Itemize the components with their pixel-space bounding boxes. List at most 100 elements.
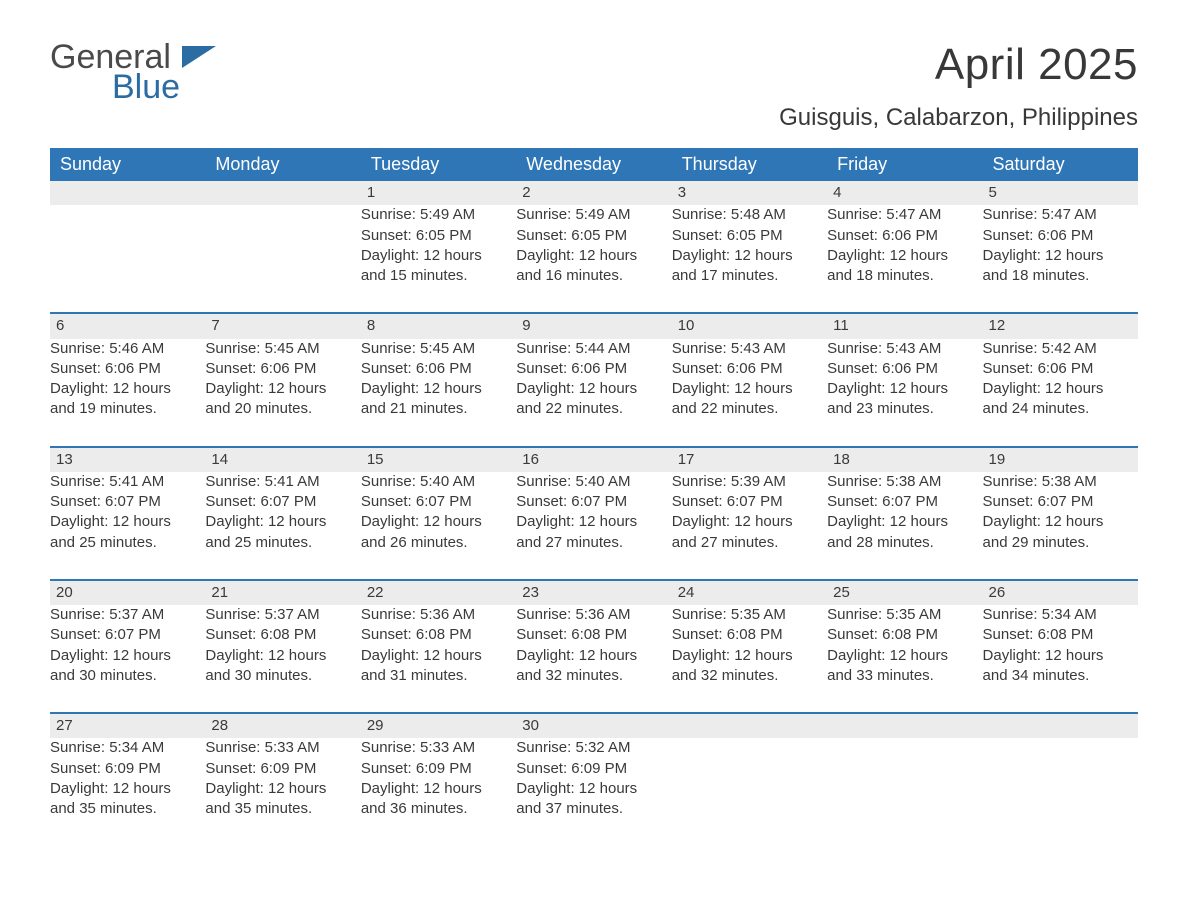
sunset-line: Sunset: 6:06 PM xyxy=(50,359,205,379)
daylight-line-1: Daylight: 12 hours xyxy=(205,512,360,532)
sunrise-line: Sunrise: 5:49 AM xyxy=(361,205,516,225)
sunset-line: Sunset: 6:05 PM xyxy=(516,226,671,246)
sunrise-line: Sunrise: 5:38 AM xyxy=(983,472,1138,492)
sunrise-line: Sunrise: 5:45 AM xyxy=(205,339,360,359)
day-number-cell xyxy=(205,181,360,205)
daylight-line-1: Daylight: 12 hours xyxy=(983,379,1138,399)
week-detail-row: Sunrise: 5:37 AMSunset: 6:07 PMDaylight:… xyxy=(50,605,1138,713)
week-detail-row: Sunrise: 5:49 AMSunset: 6:05 PMDaylight:… xyxy=(50,205,1138,313)
sunrise-line: Sunrise: 5:41 AM xyxy=(205,472,360,492)
sunrise-line: Sunrise: 5:37 AM xyxy=(205,605,360,625)
day-detail-cell: Sunrise: 5:32 AMSunset: 6:09 PMDaylight:… xyxy=(516,738,671,845)
week-daynum-row: 6789101112 xyxy=(50,313,1138,338)
day-header: Thursday xyxy=(672,148,827,181)
daylight-line-2: and 35 minutes. xyxy=(50,799,205,819)
week-daynum-row: 13141516171819 xyxy=(50,447,1138,472)
day-detail-cell: Sunrise: 5:47 AMSunset: 6:06 PMDaylight:… xyxy=(827,205,982,313)
day-number-cell: 17 xyxy=(672,447,827,472)
day-detail-cell: Sunrise: 5:45 AMSunset: 6:06 PMDaylight:… xyxy=(205,339,360,447)
day-number-cell: 18 xyxy=(827,447,982,472)
sunset-line: Sunset: 6:08 PM xyxy=(205,625,360,645)
daylight-line-2: and 20 minutes. xyxy=(205,399,360,419)
day-detail-cell: Sunrise: 5:44 AMSunset: 6:06 PMDaylight:… xyxy=(516,339,671,447)
daylight-line-2: and 18 minutes. xyxy=(983,266,1138,286)
day-detail-cell: Sunrise: 5:38 AMSunset: 6:07 PMDaylight:… xyxy=(827,472,982,580)
sunset-line: Sunset: 6:07 PM xyxy=(361,492,516,512)
day-detail-cell: Sunrise: 5:38 AMSunset: 6:07 PMDaylight:… xyxy=(983,472,1138,580)
daylight-line-2: and 29 minutes. xyxy=(983,533,1138,553)
day-number-cell: 13 xyxy=(50,447,205,472)
sunrise-line: Sunrise: 5:33 AM xyxy=(205,738,360,758)
sunset-line: Sunset: 6:09 PM xyxy=(516,759,671,779)
sunrise-line: Sunrise: 5:33 AM xyxy=(361,738,516,758)
day-number-cell: 24 xyxy=(672,580,827,605)
day-number-cell: 27 xyxy=(50,713,205,738)
calendar-table: SundayMondayTuesdayWednesdayThursdayFrid… xyxy=(50,148,1138,845)
daylight-line-2: and 30 minutes. xyxy=(50,666,205,686)
sunrise-line: Sunrise: 5:47 AM xyxy=(827,205,982,225)
daylight-line-2: and 27 minutes. xyxy=(672,533,827,553)
daylight-line-1: Daylight: 12 hours xyxy=(827,379,982,399)
day-detail-cell xyxy=(205,205,360,313)
daylight-line-1: Daylight: 12 hours xyxy=(50,646,205,666)
sunset-line: Sunset: 6:08 PM xyxy=(983,625,1138,645)
sunrise-line: Sunrise: 5:39 AM xyxy=(672,472,827,492)
sunrise-line: Sunrise: 5:48 AM xyxy=(672,205,827,225)
daylight-line-1: Daylight: 12 hours xyxy=(672,646,827,666)
day-detail-cell: Sunrise: 5:45 AMSunset: 6:06 PMDaylight:… xyxy=(361,339,516,447)
daylight-line-1: Daylight: 12 hours xyxy=(50,379,205,399)
week-detail-row: Sunrise: 5:46 AMSunset: 6:06 PMDaylight:… xyxy=(50,339,1138,447)
sunset-line: Sunset: 6:07 PM xyxy=(50,492,205,512)
location: Guisguis, Calabarzon, Philippines xyxy=(779,104,1138,132)
sunrise-line: Sunrise: 5:45 AM xyxy=(361,339,516,359)
day-detail-cell: Sunrise: 5:40 AMSunset: 6:07 PMDaylight:… xyxy=(361,472,516,580)
day-number-cell: 25 xyxy=(827,580,982,605)
sunset-line: Sunset: 6:08 PM xyxy=(672,625,827,645)
sunrise-line: Sunrise: 5:34 AM xyxy=(983,605,1138,625)
daylight-line-1: Daylight: 12 hours xyxy=(516,779,671,799)
header: General Blue April 2025 Guisguis, Calaba… xyxy=(50,40,1138,132)
day-detail-cell: Sunrise: 5:36 AMSunset: 6:08 PMDaylight:… xyxy=(361,605,516,713)
sunset-line: Sunset: 6:06 PM xyxy=(361,359,516,379)
daylight-line-1: Daylight: 12 hours xyxy=(516,246,671,266)
day-number-cell: 20 xyxy=(50,580,205,605)
daylight-line-1: Daylight: 12 hours xyxy=(516,379,671,399)
day-number-cell: 10 xyxy=(672,313,827,338)
sunrise-line: Sunrise: 5:36 AM xyxy=(516,605,671,625)
daylight-line-2: and 37 minutes. xyxy=(516,799,671,819)
sunset-line: Sunset: 6:06 PM xyxy=(827,359,982,379)
day-number-cell: 19 xyxy=(983,447,1138,472)
daylight-line-2: and 18 minutes. xyxy=(827,266,982,286)
daylight-line-2: and 33 minutes. xyxy=(827,666,982,686)
daylight-line-2: and 16 minutes. xyxy=(516,266,671,286)
sunset-line: Sunset: 6:07 PM xyxy=(205,492,360,512)
title-block: April 2025 Guisguis, Calabarzon, Philipp… xyxy=(779,40,1138,132)
day-header: Monday xyxy=(205,148,360,181)
daylight-line-1: Daylight: 12 hours xyxy=(361,779,516,799)
day-detail-cell: Sunrise: 5:35 AMSunset: 6:08 PMDaylight:… xyxy=(827,605,982,713)
day-detail-cell xyxy=(50,205,205,313)
day-number-cell xyxy=(50,181,205,205)
sunrise-line: Sunrise: 5:42 AM xyxy=(983,339,1138,359)
sunrise-line: Sunrise: 5:43 AM xyxy=(827,339,982,359)
day-detail-cell: Sunrise: 5:33 AMSunset: 6:09 PMDaylight:… xyxy=(361,738,516,845)
day-detail-cell xyxy=(672,738,827,845)
sunrise-line: Sunrise: 5:35 AM xyxy=(672,605,827,625)
day-detail-cell: Sunrise: 5:41 AMSunset: 6:07 PMDaylight:… xyxy=(205,472,360,580)
sunset-line: Sunset: 6:05 PM xyxy=(361,226,516,246)
sunset-line: Sunset: 6:06 PM xyxy=(205,359,360,379)
daylight-line-1: Daylight: 12 hours xyxy=(516,512,671,532)
sunset-line: Sunset: 6:06 PM xyxy=(827,226,982,246)
sunset-line: Sunset: 6:06 PM xyxy=(672,359,827,379)
day-detail-cell: Sunrise: 5:36 AMSunset: 6:08 PMDaylight:… xyxy=(516,605,671,713)
sunrise-line: Sunrise: 5:44 AM xyxy=(516,339,671,359)
week-daynum-row: 12345 xyxy=(50,181,1138,205)
day-number-cell: 28 xyxy=(205,713,360,738)
sunset-line: Sunset: 6:07 PM xyxy=(516,492,671,512)
day-number-cell: 12 xyxy=(983,313,1138,338)
daylight-line-2: and 23 minutes. xyxy=(827,399,982,419)
daylight-line-2: and 25 minutes. xyxy=(205,533,360,553)
sunset-line: Sunset: 6:09 PM xyxy=(50,759,205,779)
day-detail-cell: Sunrise: 5:48 AMSunset: 6:05 PMDaylight:… xyxy=(672,205,827,313)
sunrise-line: Sunrise: 5:40 AM xyxy=(361,472,516,492)
